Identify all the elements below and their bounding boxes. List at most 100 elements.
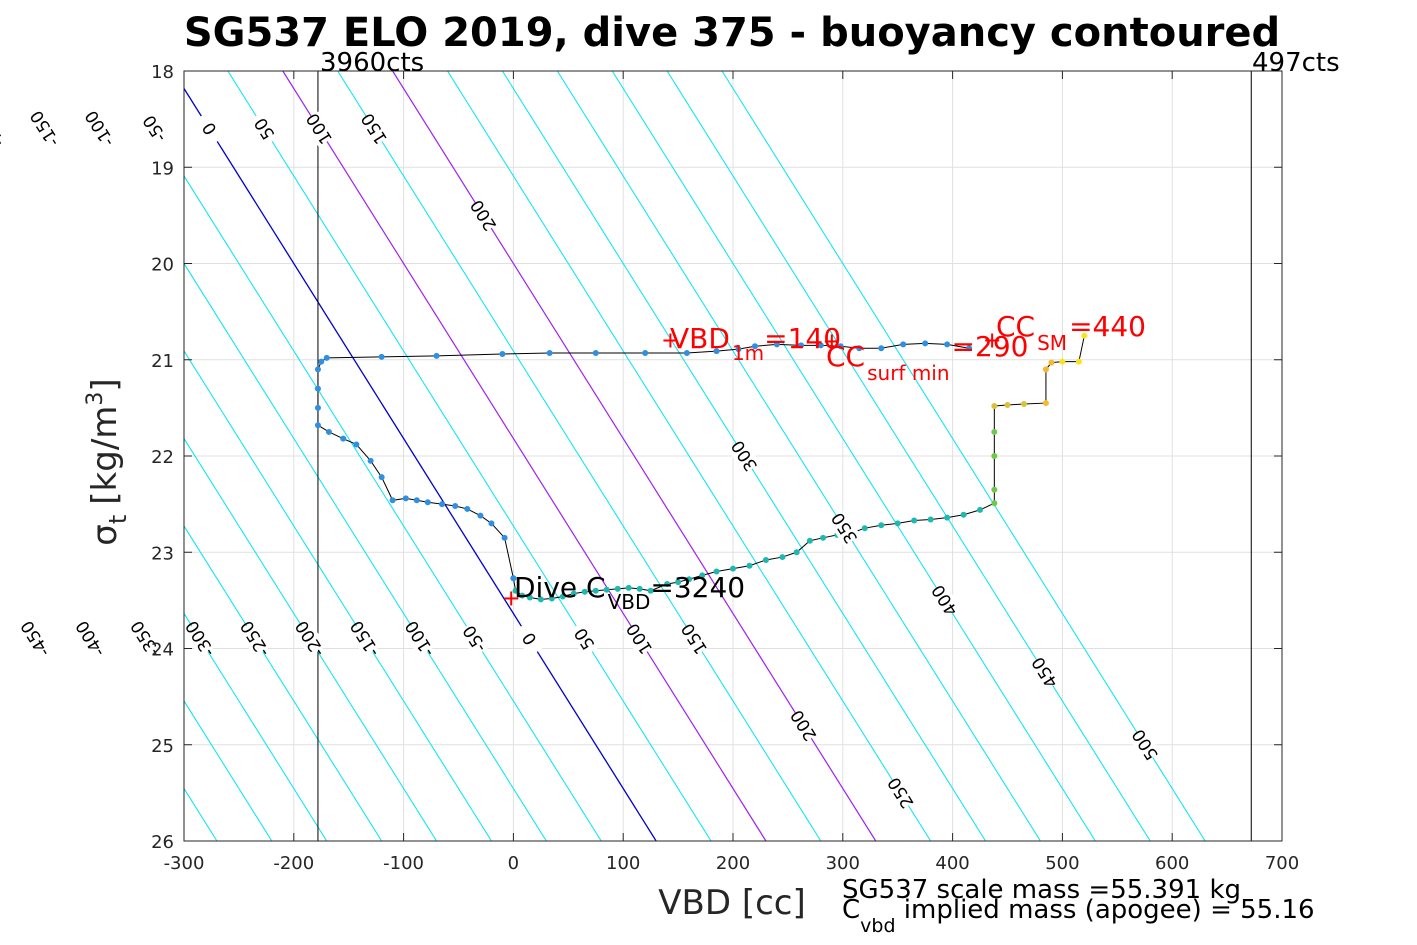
contour-line	[666, 71, 1151, 841]
series-point-climb	[510, 575, 517, 582]
series-point-climb	[424, 499, 431, 506]
series-point-dive	[861, 525, 868, 532]
contour-line	[184, 350, 492, 841]
y-tick-label: 20	[151, 255, 174, 276]
series-point-dive	[746, 562, 753, 569]
series-point-climb	[378, 353, 385, 360]
series-point-climb	[314, 385, 321, 392]
x-tick-label: 300	[826, 853, 860, 874]
series-point-climb	[817, 342, 824, 349]
contour-line	[184, 525, 383, 841]
contour-label-bg	[884, 774, 917, 811]
x-tick-label: 0	[508, 853, 519, 874]
vbd-1m-tail: =140	[764, 322, 841, 355]
series-point-climb	[325, 428, 332, 435]
series-point-dive	[699, 572, 706, 579]
contour-label-bg	[28, 110, 61, 147]
series-point-dive	[1081, 332, 1088, 339]
x-tick-label: 600	[1155, 853, 1189, 874]
y-tick-label: 24	[151, 640, 174, 661]
y-tick-label: 21	[151, 351, 174, 372]
series-point-dive	[548, 595, 555, 602]
y-axis-label-sup: 3	[83, 392, 108, 406]
series-point-climb	[452, 503, 459, 510]
cc-sm-sub: SM	[1037, 331, 1067, 355]
y-axis-label-sigma: σ	[85, 524, 125, 546]
series-point-climb	[773, 341, 780, 348]
y-tick-label: 18	[151, 62, 174, 83]
series-point-dive	[512, 587, 519, 594]
series-point-climb	[488, 520, 495, 527]
series-point-dive	[991, 453, 998, 459]
series-point-climb	[751, 343, 758, 350]
y-tick-label: 26	[151, 832, 174, 853]
cc-sm-annotation: CC SM=440	[996, 310, 1146, 355]
contour-label-bg	[192, 110, 226, 147]
contour-label-bg	[827, 510, 861, 547]
x-axis-label: VBD [cc]	[658, 883, 806, 923]
series-point-dive	[570, 590, 577, 597]
contour-label-bg	[457, 620, 491, 657]
y-axis-label-close: ]	[85, 378, 125, 391]
contour-label: -150	[27, 107, 64, 150]
series-point-dive	[614, 585, 621, 592]
contour-line	[184, 437, 437, 841]
y-tick-label: 23	[151, 543, 174, 564]
series-point-dive	[686, 576, 693, 583]
dive-cvbd-annotation: Dive C VBD=3240	[514, 571, 745, 614]
x-tick-label: -300	[164, 853, 205, 874]
series-point-dive	[820, 534, 827, 541]
series-point-dive	[713, 568, 720, 575]
contour-line	[282, 71, 767, 841]
contour-label-bg	[348, 620, 382, 657]
contour-line	[184, 262, 547, 841]
vbd-max-limit-label: 497cts	[1252, 48, 1340, 78]
implied-mass-note: Cvbd implied mass (apogee) = 55.16	[842, 895, 1315, 937]
series-point-dive	[559, 593, 566, 600]
dive-cvbd-sub: VBD	[608, 590, 651, 614]
series-point-climb	[389, 497, 396, 504]
vbd-limit-lines	[317, 71, 1252, 841]
y-tick-label: 25	[151, 736, 174, 757]
series-point-climb	[900, 341, 907, 348]
series-point-climb	[683, 350, 690, 357]
series-point-dive	[944, 514, 951, 521]
series-point-dive	[894, 520, 901, 527]
series-point-dive	[991, 402, 998, 409]
x-tick-label: 100	[606, 853, 640, 874]
series-point-dive	[1042, 366, 1049, 373]
contour-label-bg	[293, 620, 327, 657]
axis-ticks: -300 -200 -100 0 100 200 300 400 500 600 700 18 19 20…	[151, 62, 1299, 874]
series-point-climb	[318, 358, 325, 365]
contour-line	[0, 71, 162, 841]
series-point-dive	[1048, 359, 1055, 366]
contour-line	[227, 71, 712, 841]
contour-label-bg	[1128, 726, 1162, 763]
cc-surf-sub: surf min	[867, 361, 949, 385]
contour-label-bg	[622, 620, 656, 657]
cc-surf-annotation: CC surf min=290	[826, 330, 1028, 385]
series-point-dive	[592, 587, 599, 594]
series-point-climb	[464, 505, 471, 512]
vbd-min-limit-label: 3960cts	[320, 48, 424, 78]
y-axis-label-unit: [kg/m	[85, 406, 125, 505]
series-point-dive	[1020, 401, 1027, 408]
x-tick-label: -100	[383, 853, 424, 874]
contour-line	[611, 71, 1096, 841]
contour-label-bg	[137, 110, 171, 147]
series-point-dive	[537, 596, 544, 603]
contour-label-bg	[18, 620, 52, 657]
series-point-climb	[477, 512, 484, 519]
series-point-climb	[353, 441, 360, 448]
series-point-climb	[323, 354, 330, 361]
vbd-1m-main: VBD	[670, 322, 730, 355]
series-point-dive	[603, 586, 610, 593]
contour-label-bg	[183, 620, 217, 657]
contour-label-bg	[247, 110, 281, 147]
contour-line	[184, 612, 328, 841]
series-point-dive	[730, 565, 736, 572]
series-point-dive	[675, 579, 682, 586]
contour-label: -50	[139, 111, 171, 145]
contour-line	[447, 71, 932, 841]
contour-line	[337, 71, 822, 841]
